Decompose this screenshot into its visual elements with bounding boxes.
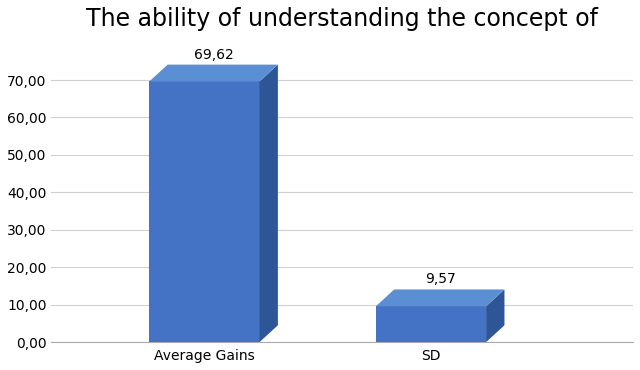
Title: The ability of understanding the concept of: The ability of understanding the concept… xyxy=(86,7,598,31)
Polygon shape xyxy=(149,65,278,81)
Text: 69,62: 69,62 xyxy=(194,48,234,62)
Text: 9,57: 9,57 xyxy=(425,272,456,286)
Bar xyxy=(149,81,259,342)
Polygon shape xyxy=(486,289,504,342)
Polygon shape xyxy=(259,65,278,342)
Polygon shape xyxy=(376,289,504,306)
Bar xyxy=(376,306,486,342)
